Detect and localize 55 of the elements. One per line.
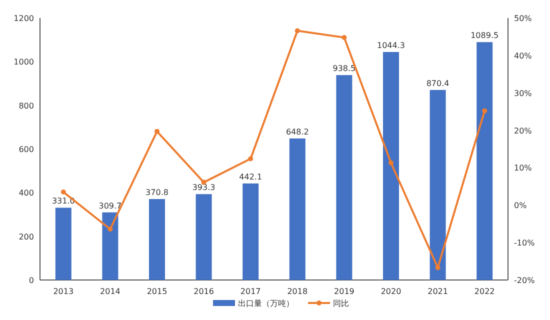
y-tick-label: 1200	[14, 14, 34, 23]
point	[342, 34, 347, 40]
bar	[102, 212, 118, 280]
data-label: 393.3	[192, 183, 216, 192]
x-tick-label: 2018	[287, 287, 308, 296]
data-label: 648.2	[286, 127, 309, 136]
y-tick-label: 0	[28, 276, 34, 285]
data-label: 309.7	[98, 201, 122, 210]
bar	[383, 52, 399, 280]
point	[482, 108, 488, 114]
y2-tick-label: -20%	[514, 276, 536, 285]
y2-tick-label: 30%	[514, 88, 532, 98]
data-label: 1044.3	[377, 40, 405, 50]
y2-tick-label: -10%	[514, 238, 536, 248]
x-tick-label: 2019	[334, 287, 354, 296]
legend-label: 同比	[333, 299, 349, 308]
x-tick-label: 2022	[474, 287, 495, 296]
bar	[55, 208, 72, 280]
data-label: 370.8	[146, 188, 168, 198]
legend-label: 出口量（万吨）	[238, 299, 294, 308]
bar	[149, 199, 165, 280]
x-tick-label: 2013	[53, 287, 74, 296]
y-tick-label: 1000	[14, 58, 34, 67]
point	[388, 160, 394, 166]
x-tick-label: 2020	[380, 287, 402, 296]
bar	[196, 194, 212, 280]
x-tick-label: 2014	[100, 287, 120, 296]
data-label: 870.4	[426, 78, 450, 88]
y-tick-label: 600	[18, 145, 34, 154]
bar	[242, 183, 259, 280]
x-tick-label: 2021	[428, 287, 448, 296]
y-tick-label: 200	[18, 232, 34, 242]
y2-tick-label: 20%	[514, 126, 532, 136]
y2-tick-label: 50%	[514, 14, 532, 23]
x-tick-label: 2016	[194, 287, 214, 296]
data-label: 442.1	[239, 172, 262, 182]
bar	[430, 90, 446, 280]
point	[108, 226, 113, 232]
point	[154, 128, 160, 134]
bar	[336, 75, 352, 280]
x-tick-label: 2017	[240, 287, 261, 296]
y-tick-label: 400	[18, 188, 34, 198]
point	[60, 190, 66, 195]
data-label: 938.5	[332, 64, 356, 74]
y-tick-label: 800	[18, 101, 34, 110]
bar	[289, 138, 306, 280]
y2-tick-label: 10%	[514, 164, 532, 173]
y2-tick-label: 0%	[514, 201, 528, 210]
y2-tick-label: 40%	[514, 51, 532, 60]
point	[248, 156, 254, 162]
x-tick-label: 2015	[146, 287, 168, 296]
point	[294, 28, 300, 34]
bar	[476, 42, 493, 280]
point	[435, 265, 440, 270]
data-label: 1089.5	[470, 31, 499, 40]
